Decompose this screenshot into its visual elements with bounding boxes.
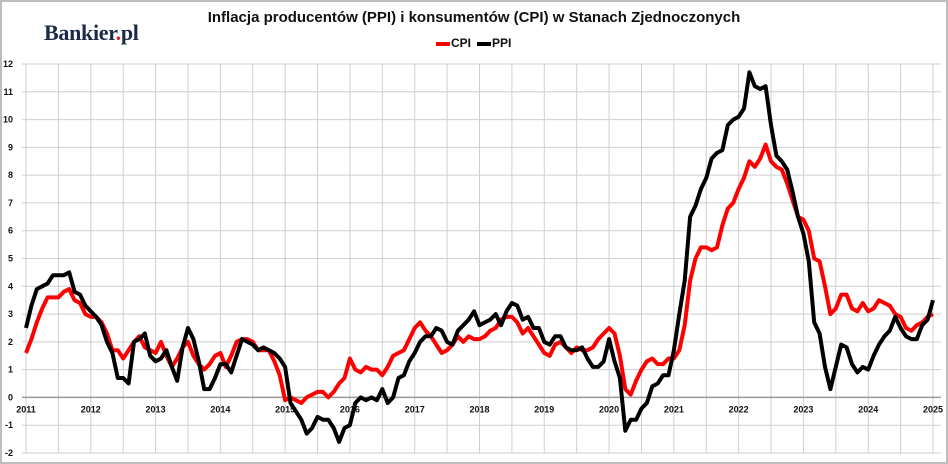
x-tick-label: 2017 — [405, 404, 425, 414]
legend-item-cpi: CPI — [436, 36, 471, 50]
chart-title: Inflacja producentów (PPI) i konsumentów… — [207, 9, 741, 26]
x-tick-label: 2014 — [210, 404, 230, 414]
y-tick-label: 6 — [8, 226, 13, 236]
x-tick-label: 2015 — [275, 404, 295, 414]
series-line-cpi — [24, 142, 934, 405]
legend-swatch-cpi — [436, 41, 450, 46]
logo-suffix: pl — [120, 20, 139, 45]
x-tick-label: 2012 — [81, 404, 101, 414]
x-tick-label: 2023 — [793, 404, 813, 414]
logo-text: Bankier — [44, 20, 116, 45]
series-line-ppi — [24, 70, 935, 444]
legend-item-ppi: PPI — [477, 36, 511, 50]
legend-label-cpi: CPI — [451, 36, 472, 50]
y-tick-label: 9 — [8, 142, 13, 152]
x-tick-label: 2011 — [16, 404, 36, 414]
y-tick-label: 7 — [8, 198, 13, 208]
x-tick-label: 2022 — [729, 404, 749, 414]
legend-label-ppi: PPI — [492, 36, 512, 50]
legend-swatch-ppi — [477, 41, 492, 46]
x-tick-label: 2018 — [469, 404, 489, 414]
x-tick-label: 2013 — [146, 404, 166, 414]
x-tick-label: 2019 — [534, 404, 554, 414]
y-tick-label: 10 — [3, 115, 13, 125]
y-tick-label: 8 — [8, 170, 13, 180]
logo-dot: . — [115, 20, 122, 45]
y-tick-label: 2 — [8, 337, 13, 347]
y-tick-label: 3 — [8, 309, 13, 319]
y-tick-label: 5 — [8, 254, 13, 264]
y-tick-label: 11 — [3, 87, 13, 97]
y-tick-label: 4 — [8, 281, 13, 291]
x-tick-label: 2025 — [923, 404, 943, 414]
x-tick-label: 2024 — [858, 404, 878, 414]
y-tick-label: 1 — [8, 365, 13, 375]
y-tick-label: -2 — [5, 448, 13, 458]
y-tick-label: 12 — [3, 59, 13, 69]
x-tick-label: 2021 — [664, 404, 684, 414]
x-axis-ticks: 2011 2012 2013 2014 2015 2016 2017 2018 2019 2020… — [16, 404, 943, 414]
y-tick-label: 0 — [8, 392, 13, 402]
y-tick-label: -1 — [5, 420, 13, 430]
legend: CPI PPI — [436, 36, 511, 50]
x-tick-label: 2020 — [599, 404, 619, 414]
gridlines — [22, 63, 941, 454]
series-lines — [24, 70, 935, 444]
bankier-logo: Bankier.pl — [44, 20, 139, 46]
x-tick-label: 2016 — [340, 404, 360, 414]
